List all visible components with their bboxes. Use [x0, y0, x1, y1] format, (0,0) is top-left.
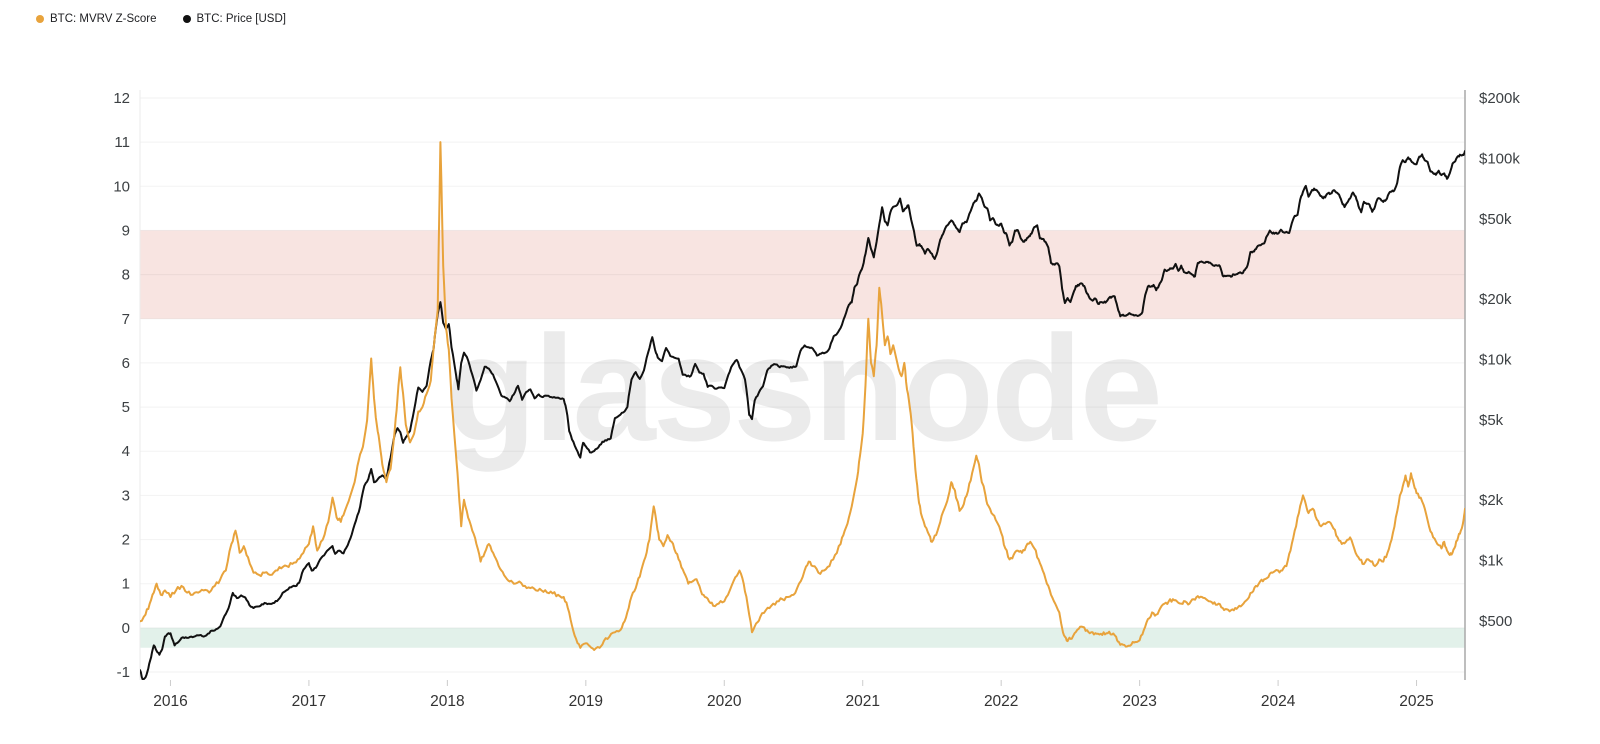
- y-left-tick-label: 8: [122, 267, 130, 284]
- x-tick-label: 2017: [292, 693, 326, 710]
- y-right-tick-label: $50k: [1479, 211, 1512, 228]
- y-right-tick-label: $5k: [1479, 412, 1504, 429]
- y-left-tick-label: 7: [122, 311, 130, 328]
- x-tick-label: 2019: [569, 693, 603, 710]
- y-right-tick-label: $20k: [1479, 291, 1512, 308]
- chart-legend: BTC: MVRV Z-Score BTC: Price [USD]: [36, 13, 286, 25]
- x-tick-label: 2024: [1261, 693, 1296, 710]
- y-left-tick-label: 11: [114, 134, 130, 151]
- y-left-tick-label: 9: [122, 222, 130, 239]
- overvaluation-band: [140, 230, 1465, 319]
- y-right-tick-label: $100k: [1479, 150, 1520, 167]
- x-tick-label: 2016: [153, 693, 187, 710]
- undervaluation-band: [140, 627, 1465, 648]
- y-left-tick-label: 2: [122, 532, 130, 549]
- y-left-tick-label: 12: [113, 90, 130, 107]
- legend-label-price: BTC: Price [USD]: [196, 13, 286, 25]
- legend-swatch-price-icon: [182, 15, 191, 23]
- y-left-tick-label: 3: [122, 487, 130, 504]
- series-price-line[interactable]: [140, 150, 1465, 680]
- y-left-tick-label: 6: [122, 355, 130, 372]
- x-tick-label: 2025: [1399, 693, 1433, 710]
- y-left-tick-label: 4: [122, 443, 130, 460]
- x-tick-label: 2022: [984, 693, 1018, 710]
- glassnode-watermark: glassnode: [445, 304, 1160, 472]
- y-right-tick-label: $2k: [1479, 492, 1504, 509]
- x-tick-label: 2021: [845, 693, 879, 710]
- y-left-tick-label: -1: [117, 664, 130, 681]
- legend-item-price[interactable]: BTC: Price [USD]: [182, 13, 286, 25]
- x-tick-label: 2018: [430, 693, 464, 710]
- y-left-tick-label: 1: [122, 576, 130, 593]
- y-right-tick-label: $10k: [1479, 351, 1512, 368]
- series-mvrv-zscore-line[interactable]: [140, 141, 1465, 651]
- legend-swatch-mvrv-icon: [36, 15, 44, 23]
- x-tick-label: 2023: [1122, 693, 1156, 710]
- y-right-tick-label: $500: [1479, 613, 1512, 630]
- y-right-tick-label: $1k: [1479, 552, 1504, 569]
- legend-item-mvrv-zscore[interactable]: BTC: MVRV Z-Score: [36, 13, 157, 25]
- y-left-tick-label: 10: [113, 178, 130, 195]
- y-right-tick-label: $200k: [1479, 90, 1520, 107]
- x-tick-label: 2020: [707, 693, 742, 710]
- y-left-tick-label: 0: [122, 620, 130, 637]
- legend-label-mvrv: BTC: MVRV Z-Score: [50, 13, 157, 25]
- y-left-tick-label: 5: [122, 399, 130, 416]
